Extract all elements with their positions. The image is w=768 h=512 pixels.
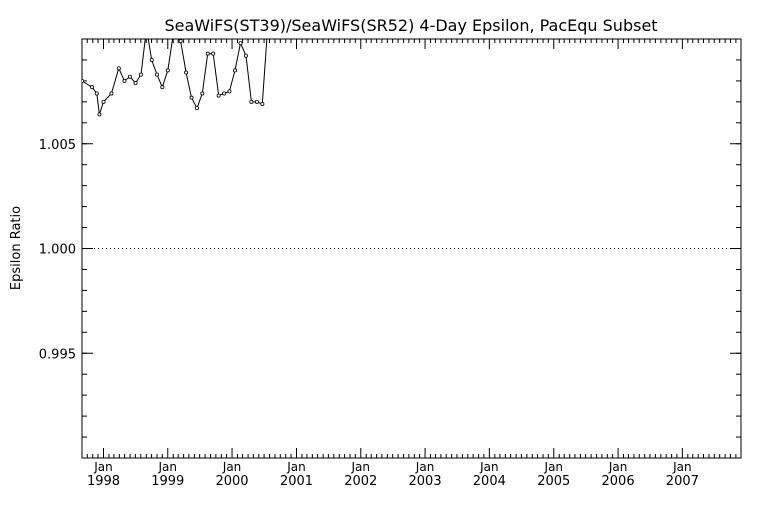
- data-point: [133, 80, 138, 85]
- data-point: [238, 41, 243, 46]
- data-point: [127, 74, 132, 79]
- x-tick-month-label: Jan: [479, 460, 499, 474]
- data-point: [178, 39, 183, 44]
- data-point: [109, 91, 114, 96]
- x-tick-month-label: Jan: [158, 460, 178, 474]
- data-point: [271, 12, 274, 15]
- x-tick-year-label: 2004: [473, 474, 506, 489]
- x-tick-year-label: 1998: [87, 474, 120, 489]
- data-point: [138, 72, 143, 77]
- data-point: [90, 85, 95, 90]
- data-point: [205, 51, 210, 56]
- x-tick-year-label: 2006: [602, 474, 635, 489]
- data-point: [260, 101, 265, 106]
- x-tick-year-label: 2002: [344, 474, 377, 489]
- x-tick-month-label: Jan: [351, 460, 371, 474]
- data-point: [233, 68, 238, 73]
- data-point: [94, 91, 99, 96]
- data-point: [165, 68, 170, 73]
- series-group: [82, 12, 274, 117]
- x-tick-month-label: Jan: [415, 460, 435, 474]
- x-tick-year-label: 2007: [666, 474, 699, 489]
- x-tick-month-label: Jan: [286, 460, 306, 474]
- x-tick-year-label: 2001: [280, 474, 313, 489]
- y-tick-label: 1.000: [39, 243, 76, 258]
- y-tick-label: 1.005: [39, 138, 76, 153]
- data-point: [160, 85, 165, 90]
- y-axis-label: Epsilon Ratio: [9, 206, 24, 290]
- x-tick-month-label: Jan: [608, 460, 628, 474]
- data-point: [243, 53, 248, 58]
- x-tick-month-label: Jan: [222, 460, 242, 474]
- x-tick-year-label: 2003: [409, 474, 442, 489]
- data-point: [254, 99, 259, 104]
- x-tick-month-label: Jan: [672, 460, 692, 474]
- x-tick-month-label: Jan: [544, 460, 564, 474]
- data-point: [82, 78, 84, 83]
- data-point: [216, 93, 221, 98]
- data-point: [97, 112, 102, 117]
- x-axis-ticks: Jan1998Jan1999Jan2000Jan2001Jan2002Jan20…: [81, 39, 737, 489]
- x-tick-year-label: 2005: [537, 474, 570, 489]
- data-point: [155, 72, 160, 77]
- data-point: [101, 99, 106, 104]
- data-point: [145, 27, 148, 30]
- data-point: [122, 78, 127, 83]
- data-point: [200, 91, 205, 96]
- data-point: [149, 57, 154, 62]
- data-point: [116, 66, 121, 71]
- data-point: [222, 91, 227, 96]
- chart-title: SeaWiFS(ST39)/SeaWiFS(SR52) 4-Day Epsilo…: [164, 16, 657, 35]
- y-axis-ticks: 0.995 1.000 1.005: [39, 138, 741, 362]
- data-point: [227, 89, 232, 94]
- x-tick-year-label: 1999: [151, 474, 184, 489]
- x-tick-year-label: 2000: [215, 474, 248, 489]
- data-point: [249, 99, 254, 104]
- data-point: [184, 70, 189, 75]
- data-point: [189, 95, 194, 100]
- x-tick-month-label: Jan: [93, 460, 113, 474]
- data-point: [211, 51, 216, 56]
- y-tick-label: 0.995: [39, 347, 76, 362]
- data-point: [194, 106, 199, 111]
